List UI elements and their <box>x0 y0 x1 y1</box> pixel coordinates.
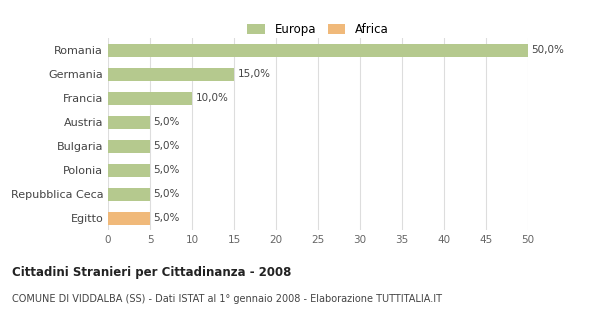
Text: 5,0%: 5,0% <box>154 213 180 223</box>
Bar <box>108 188 150 201</box>
Bar <box>108 164 150 177</box>
Bar <box>108 116 150 129</box>
Legend: Europa, Africa: Europa, Africa <box>244 19 392 39</box>
Bar <box>108 44 528 57</box>
Text: 5,0%: 5,0% <box>154 117 180 127</box>
Text: 5,0%: 5,0% <box>154 141 180 151</box>
Bar <box>108 68 234 81</box>
Text: 5,0%: 5,0% <box>154 189 180 199</box>
Text: 10,0%: 10,0% <box>196 93 228 103</box>
Text: 50,0%: 50,0% <box>532 45 564 55</box>
Text: 15,0%: 15,0% <box>238 69 271 79</box>
Bar <box>108 92 192 105</box>
Text: COMUNE DI VIDDALBA (SS) - Dati ISTAT al 1° gennaio 2008 - Elaborazione TUTTITALI: COMUNE DI VIDDALBA (SS) - Dati ISTAT al … <box>12 294 442 304</box>
Bar <box>108 140 150 153</box>
Bar <box>108 212 150 225</box>
Text: 5,0%: 5,0% <box>154 165 180 175</box>
Text: Cittadini Stranieri per Cittadinanza - 2008: Cittadini Stranieri per Cittadinanza - 2… <box>12 266 292 279</box>
